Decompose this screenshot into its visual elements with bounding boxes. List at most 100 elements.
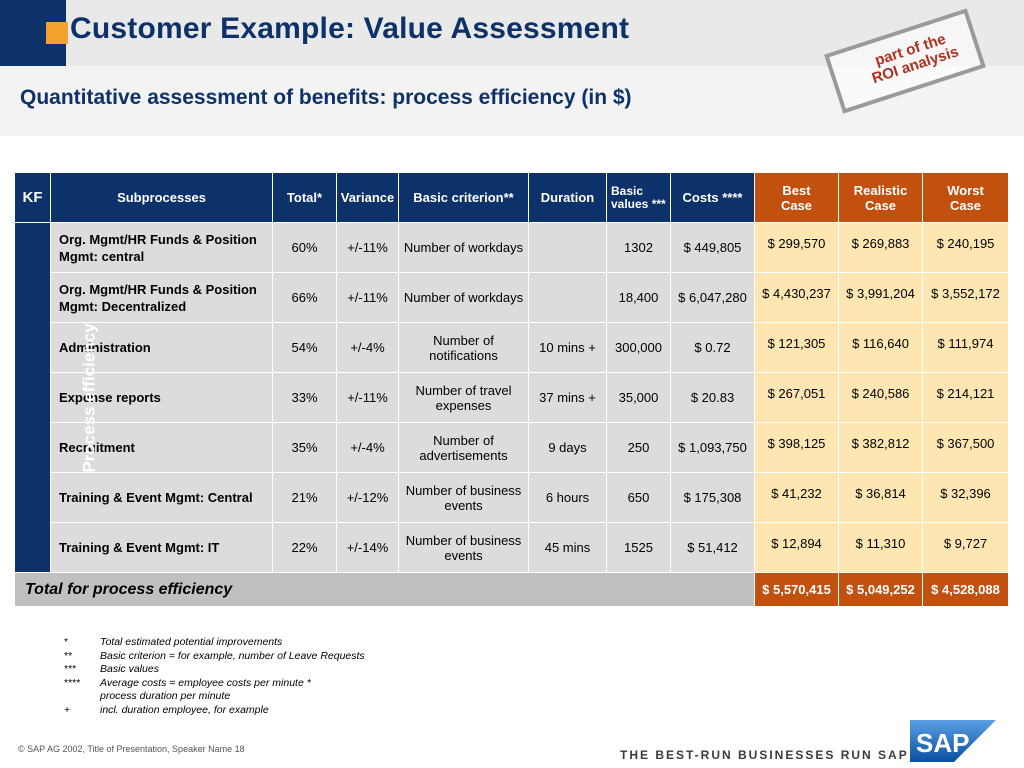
- header-kf: KF: [14, 172, 51, 223]
- cell-realistic-case: $ 36,814: [838, 472, 923, 523]
- cell-duration: 9 days: [528, 422, 607, 473]
- best-value: $ 4,430,237: [762, 286, 831, 301]
- cell-criterion: Number of workdays: [398, 272, 529, 323]
- cell-best-case: $ 41,232: [754, 472, 839, 523]
- footnote-mark: *: [64, 636, 69, 648]
- worst-value: $ 32,396: [940, 486, 991, 501]
- header-basic-criterion: Basic criterion**: [398, 172, 529, 223]
- best-value: $ 398,125: [767, 436, 826, 451]
- total-realistic-case: $ 5,049,252: [838, 572, 923, 607]
- cell-best-case: $ 121,305: [754, 322, 839, 373]
- footnote: ** Basic criterion = for example, number …: [64, 650, 365, 664]
- footnote: process duration per minute: [64, 690, 365, 704]
- realistic-value: $ 11,310: [855, 536, 906, 551]
- table-row: Training & Event Mgmt: IT 22% +/-14% Num…: [15, 522, 1009, 573]
- cell-variance: +/-11%: [336, 222, 399, 273]
- footnote-text: Average costs = employee costs per minut…: [100, 676, 311, 689]
- cell-criterion: Number of advertisements: [398, 422, 529, 473]
- cell-total: 22%: [272, 522, 337, 573]
- footnote: * Total estimated potential improvements: [64, 636, 365, 650]
- cell-duration: 37 mins +: [528, 372, 607, 423]
- footnote-text: Total estimated potential improvements: [100, 636, 283, 648]
- table-row: Administration 54% +/-4% Number of notif…: [15, 322, 1009, 373]
- cell-costs: $ 449,805: [670, 222, 755, 273]
- cell-total: 21%: [272, 472, 337, 523]
- cell-costs: $ 175,308: [670, 472, 755, 523]
- footnote-mark: [64, 690, 100, 704]
- sap-logo-icon: SAP: [910, 720, 996, 762]
- cell-costs: $ 0.72: [670, 322, 755, 373]
- cell-subprocess: Org. Mgmt/HR Funds & Position Mgmt: cent…: [50, 222, 273, 273]
- footnote: + incl. duration employee, for example: [64, 704, 365, 718]
- footnote-mark: ***: [64, 663, 77, 675]
- header-best-case: Best Case: [754, 172, 839, 223]
- cell-subprocess: Training & Event Mgmt: Central: [50, 472, 273, 523]
- table-header-row: KF Subprocesses Total* Variance Basic cr…: [14, 172, 1009, 223]
- cell-basic-values: 1302: [606, 222, 671, 273]
- cell-total: 60%: [272, 222, 337, 273]
- cell-costs: $ 1,093,750: [670, 422, 755, 473]
- cell-costs: $ 51,412: [670, 522, 755, 573]
- footnote-mark: **: [64, 649, 73, 662]
- cell-subprocess: Org. Mgmt/HR Funds & Position Mgmt: Dece…: [50, 272, 273, 323]
- worst-value: $ 3,552,172: [931, 286, 1000, 301]
- realistic-value: $ 3,991,204: [846, 286, 915, 301]
- total-label: Total for process efficiency: [14, 572, 755, 607]
- total-row: Total for process efficiency $ 5,570,415…: [14, 572, 1009, 607]
- cell-variance: +/-4%: [336, 322, 399, 373]
- footnote-mark: ****: [64, 676, 81, 689]
- header-basic-values: Basic values ***: [606, 172, 671, 223]
- value-assessment-table: KF Subprocesses Total* Variance Basic cr…: [14, 172, 1009, 607]
- cell-best-case: $ 398,125: [754, 422, 839, 473]
- cell-duration: [528, 272, 607, 323]
- cell-costs: $ 20.83: [670, 372, 755, 423]
- cell-total: 35%: [272, 422, 337, 473]
- best-value: $ 12,894: [771, 536, 822, 551]
- cell-variance: +/-14%: [336, 522, 399, 573]
- footnote-mark: +: [64, 703, 71, 716]
- cell-total: 33%: [272, 372, 337, 423]
- page-title: Customer Example: Value Assessment: [70, 12, 630, 45]
- footnote-text: Basic criterion = for example, number of…: [100, 649, 365, 662]
- cell-duration: 6 hours: [528, 472, 607, 523]
- table-row: Process efficiency Org. Mgmt/HR Funds & …: [14, 222, 1009, 573]
- cell-criterion: Number of travel expenses: [398, 372, 529, 423]
- cell-worst-case: $ 111,974: [922, 322, 1009, 373]
- cell-realistic-case: $ 11,310: [838, 522, 923, 573]
- header-worst-case: Worst Case: [922, 172, 1009, 223]
- cell-variance: +/-12%: [336, 472, 399, 523]
- total-best-case: $ 5,570,415: [754, 572, 839, 607]
- cell-criterion: Number of business events: [398, 472, 529, 523]
- realistic-value: $ 116,640: [852, 336, 909, 351]
- cell-basic-values: 650: [606, 472, 671, 523]
- cell-worst-case: $ 240,195: [922, 222, 1009, 273]
- footnote: **** Average costs = employee costs per m…: [64, 677, 365, 691]
- header-costs: Costs ****: [670, 172, 755, 223]
- cell-basic-values: 300,000: [606, 322, 671, 373]
- worst-value: $ 111,974: [937, 336, 994, 351]
- cell-realistic-case: $ 3,991,204: [838, 272, 923, 323]
- worst-value: $ 214,121: [936, 386, 995, 401]
- cell-basic-values: 1525: [606, 522, 671, 573]
- cell-criterion: Number of notifications: [398, 322, 529, 373]
- realistic-value: $ 240,586: [851, 386, 910, 401]
- cell-subprocess: Training & Event Mgmt: IT: [50, 522, 273, 573]
- cell-duration: 45 mins: [528, 522, 607, 573]
- cell-realistic-case: $ 382,812: [838, 422, 923, 473]
- best-value: $ 267,051: [767, 386, 826, 401]
- cell-basic-values: 18,400: [606, 272, 671, 323]
- realistic-value: $ 382,812: [851, 436, 910, 451]
- header-realistic-case: Realistic Case: [838, 172, 923, 223]
- footnote-text: incl. duration employee, for example: [100, 703, 269, 716]
- realistic-value: $ 36,814: [855, 486, 906, 501]
- table-row: Org. Mgmt/HR Funds & Position Mgmt: Dece…: [15, 272, 1009, 323]
- worst-value: $ 240,195: [936, 236, 995, 251]
- sap-logo-text: SAP: [916, 728, 969, 758]
- cell-criterion: Number of business events: [398, 522, 529, 573]
- title-orange-square: [46, 22, 68, 44]
- worst-value: $ 9,727: [943, 536, 988, 551]
- cell-variance: +/-4%: [336, 422, 399, 473]
- realistic-value: $ 269,883: [851, 236, 910, 251]
- header-variance: Variance: [336, 172, 399, 223]
- cell-basic-values: 35,000: [606, 372, 671, 423]
